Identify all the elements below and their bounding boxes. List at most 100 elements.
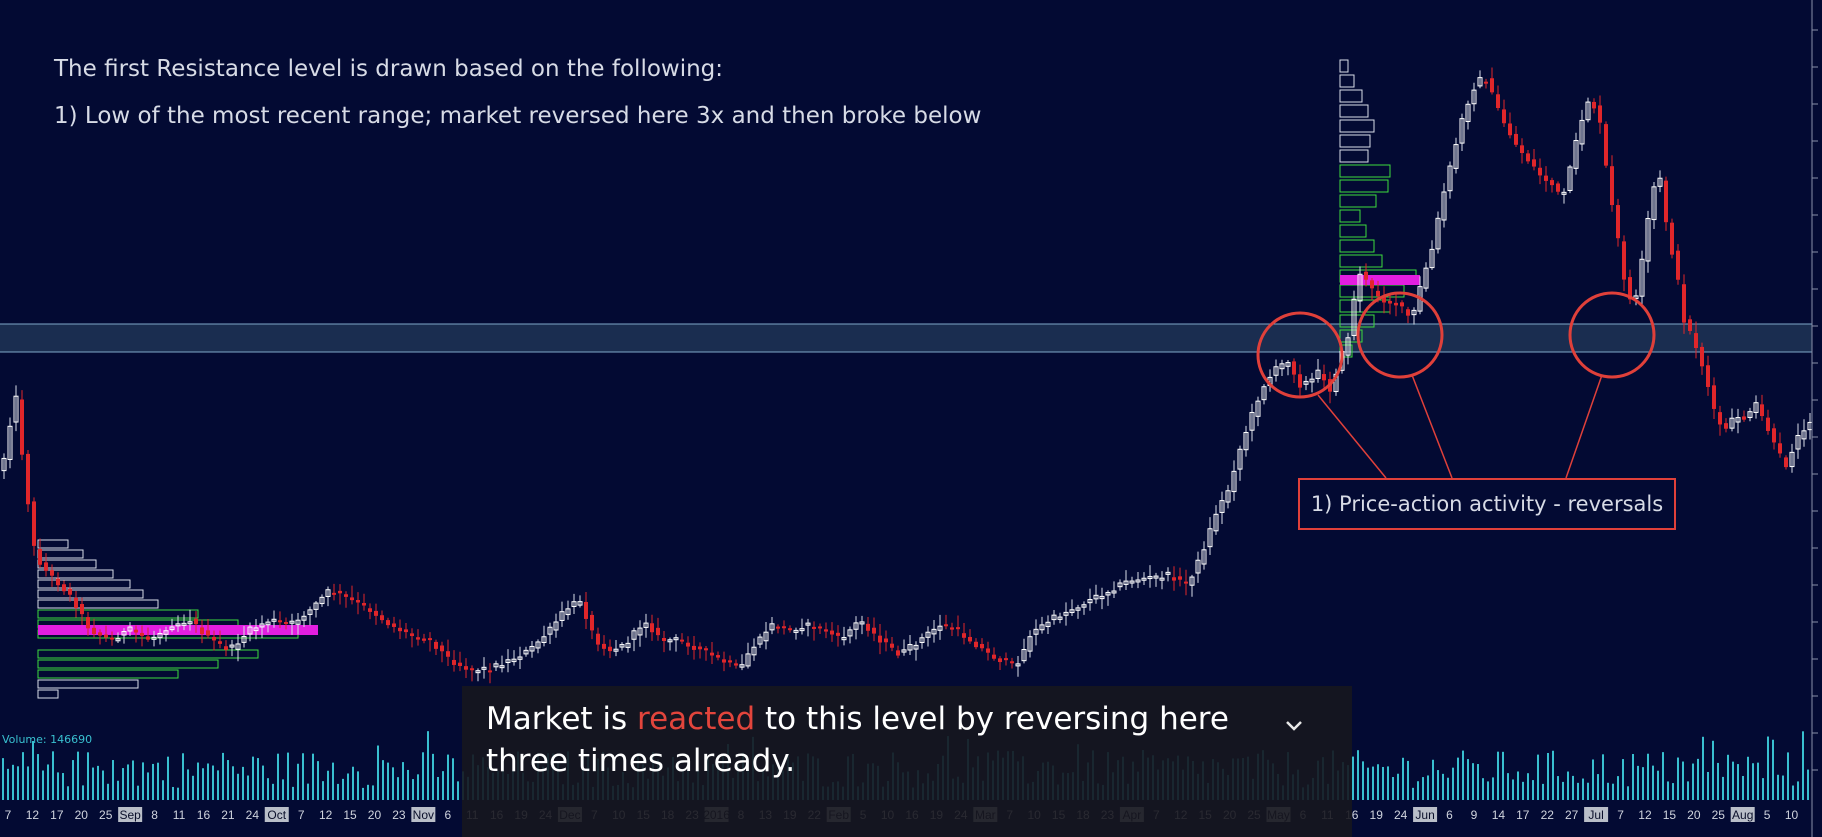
chevron-down-icon[interactable] bbox=[1280, 712, 1308, 740]
volume-bar bbox=[1472, 763, 1474, 800]
x-tick-highlight bbox=[1584, 807, 1609, 822]
candle-body-up bbox=[1729, 417, 1735, 429]
volume-bar bbox=[77, 751, 79, 800]
volume-bar bbox=[1387, 766, 1389, 800]
candle-body-up bbox=[1135, 579, 1141, 583]
volume-bar bbox=[367, 784, 369, 800]
candle-body-down bbox=[980, 644, 984, 649]
candle-body-up bbox=[1303, 380, 1309, 385]
candle-body-up bbox=[739, 664, 745, 668]
candle-body-up bbox=[1561, 191, 1567, 195]
candle-body-up bbox=[13, 395, 19, 423]
x-tick-label: Jul bbox=[1588, 808, 1603, 822]
candle-body-up bbox=[235, 643, 241, 650]
x-tick-label: 6 bbox=[444, 808, 451, 822]
volume-bar bbox=[197, 762, 199, 800]
candle-body-down bbox=[1778, 443, 1782, 454]
candle-body-down bbox=[422, 638, 426, 641]
volume-profile-bar bbox=[37, 569, 114, 579]
candle-body-up bbox=[559, 611, 565, 621]
volume-bar bbox=[1682, 761, 1684, 800]
candle-body-up bbox=[301, 615, 307, 621]
candle-body-up bbox=[163, 630, 169, 635]
candle-body-up bbox=[619, 644, 625, 648]
candle-body-up bbox=[1219, 500, 1225, 513]
candle-body-up bbox=[1657, 177, 1663, 187]
volume-bar bbox=[212, 765, 214, 800]
candle-body-up bbox=[1633, 295, 1639, 300]
volume-bar bbox=[1687, 781, 1689, 800]
volume-bar bbox=[1702, 736, 1704, 800]
candle-body-down bbox=[950, 627, 954, 630]
candle-body-up bbox=[847, 629, 853, 637]
candle-body-down bbox=[464, 666, 468, 670]
volume-bar bbox=[227, 760, 229, 800]
volume-bar bbox=[1477, 764, 1479, 800]
volume-bar bbox=[187, 769, 189, 800]
candle-body-up bbox=[493, 663, 499, 668]
volume-bar bbox=[1562, 781, 1564, 800]
candle-body-down bbox=[200, 627, 204, 635]
candle-body-up bbox=[295, 619, 301, 625]
candle-body-down bbox=[956, 627, 960, 630]
volume-bar bbox=[107, 783, 109, 800]
volume-bar bbox=[1487, 781, 1489, 800]
volume-bar bbox=[1532, 780, 1534, 800]
volume-bar bbox=[1402, 757, 1404, 800]
candle-body-down bbox=[1184, 581, 1188, 584]
candle-body-up bbox=[1081, 604, 1087, 608]
candle-body-up bbox=[1285, 362, 1291, 367]
x-tick-label: Jun bbox=[1415, 808, 1434, 822]
volume-bar bbox=[1497, 751, 1499, 800]
candle-body-down bbox=[392, 623, 396, 627]
candle-body-up bbox=[1159, 577, 1165, 581]
candle-body-down bbox=[728, 660, 732, 663]
volume-profile-bar bbox=[1339, 239, 1375, 253]
volume-bar bbox=[127, 764, 129, 800]
volume-bar bbox=[237, 773, 239, 800]
candle-body-down bbox=[602, 643, 606, 649]
candle-body-down bbox=[1388, 300, 1392, 304]
volume-bar bbox=[422, 752, 424, 800]
candle-body-up bbox=[637, 627, 643, 636]
candle-body-down bbox=[1712, 385, 1716, 409]
candle-body-up bbox=[931, 628, 937, 635]
candle-body-down bbox=[134, 629, 138, 633]
candle-body-up bbox=[763, 631, 769, 642]
volume-bar bbox=[1352, 756, 1354, 800]
callout-connector bbox=[1317, 394, 1387, 479]
candle-body-down bbox=[356, 599, 360, 603]
candle-body-down bbox=[44, 562, 48, 571]
candle-body-down bbox=[992, 654, 996, 659]
candle-body-down bbox=[110, 637, 114, 640]
volume-bar bbox=[2, 758, 4, 800]
candle-body-up bbox=[1093, 594, 1099, 600]
candle-body-up bbox=[571, 601, 577, 607]
candle-body-down bbox=[836, 632, 840, 636]
candle-body-up bbox=[1207, 528, 1213, 548]
candle-body-up bbox=[157, 632, 163, 639]
x-tick-label: 17 bbox=[1516, 808, 1530, 822]
volume-bar bbox=[317, 761, 319, 800]
candle-body-up bbox=[1153, 575, 1159, 579]
candle-body-down bbox=[776, 626, 780, 629]
volume-bar bbox=[1517, 771, 1519, 800]
candle-body-up bbox=[1279, 363, 1285, 370]
volume-profile-bar bbox=[37, 679, 139, 689]
candle-body-up bbox=[1747, 411, 1753, 418]
volume-bar bbox=[1582, 778, 1584, 800]
candle-body-down bbox=[1604, 124, 1608, 166]
x-tick-label: 20 bbox=[368, 808, 382, 822]
candle-body-up bbox=[1273, 366, 1279, 376]
candle-body-down bbox=[656, 627, 660, 636]
candle-body-down bbox=[1760, 404, 1764, 417]
candle-body-down bbox=[1766, 417, 1770, 431]
candle-body-up bbox=[541, 636, 547, 644]
volume-bar bbox=[1777, 774, 1779, 800]
volume-bar bbox=[42, 770, 44, 800]
candle-body-down bbox=[1490, 78, 1494, 93]
volume-bar bbox=[1727, 754, 1729, 800]
volume-bar bbox=[172, 786, 174, 800]
volume-bar bbox=[1757, 762, 1759, 800]
candle-body-down bbox=[710, 652, 714, 656]
